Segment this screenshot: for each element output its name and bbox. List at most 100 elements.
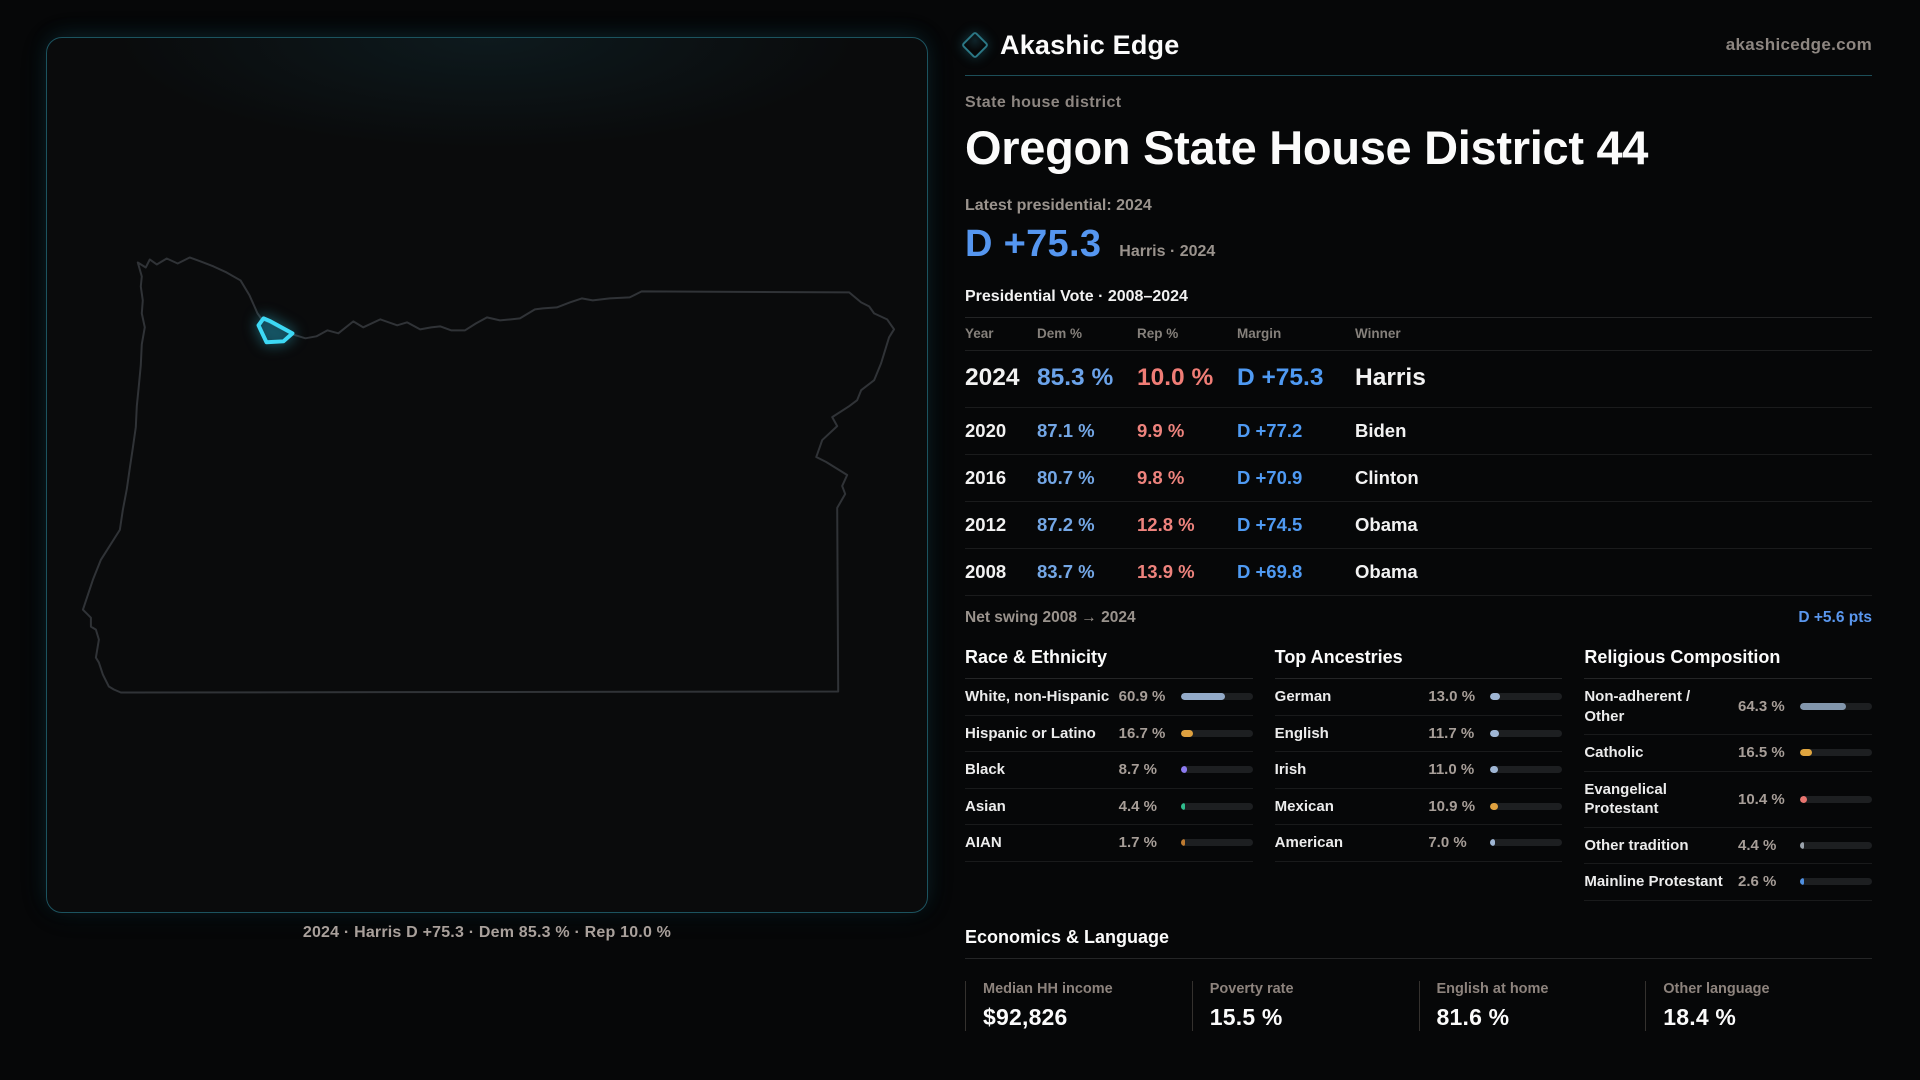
stat-label: Other language bbox=[1663, 980, 1770, 997]
demo-bar-fill bbox=[1180, 802, 1185, 810]
demo-row: Non-adherent / Other 64.3 % bbox=[1584, 679, 1872, 735]
demo-row: Evangelical Protestant 10.4 % bbox=[1584, 772, 1872, 828]
demo-bar-fill bbox=[1180, 766, 1187, 774]
demo-label: Catholic bbox=[1584, 744, 1644, 761]
demo-row: Catholic 16.5 % bbox=[1584, 735, 1872, 772]
demo-label: Hispanic or Latino bbox=[965, 724, 1096, 742]
stat-label: Median HH income bbox=[983, 980, 1113, 997]
demo-bar-track bbox=[1490, 693, 1563, 701]
stat-card: Median HH income $92,826 bbox=[965, 980, 1192, 1031]
demo-value: 4.4 % bbox=[1737, 836, 1777, 854]
demo-bar-fill bbox=[1490, 839, 1496, 847]
demo-value: 10.9 % bbox=[1428, 797, 1476, 815]
cell-year: 2016 bbox=[965, 467, 1007, 488]
brand-domain-link[interactable]: akashicedge.com bbox=[1725, 35, 1872, 54]
demo-bar-fill bbox=[1799, 795, 1808, 803]
demo-value: 10.4 % bbox=[1737, 790, 1785, 808]
demo-value: 11.0 % bbox=[1428, 761, 1475, 779]
page-title: Oregon State House District 44 bbox=[965, 121, 1649, 174]
cell-dem: 87.2 % bbox=[1037, 514, 1095, 535]
stat-label: Poverty rate bbox=[1209, 980, 1294, 997]
demo-bar-track bbox=[1490, 766, 1563, 774]
header: Akashic Edge akashicedge.com bbox=[960, 28, 1872, 62]
cell-margin: D +70.9 bbox=[1237, 467, 1303, 488]
demo-bar-fill bbox=[1180, 729, 1193, 737]
demo-value: 60.9 % bbox=[1118, 688, 1166, 706]
demo-bar-track bbox=[1799, 749, 1872, 757]
cell-dem: 83.7 % bbox=[1037, 561, 1095, 582]
brand-name: Akashic Edge bbox=[1000, 29, 1180, 60]
demo-row: American 7.0 % bbox=[1274, 825, 1563, 862]
table-top-divider bbox=[965, 317, 1872, 318]
stat-label: English at home bbox=[1436, 980, 1549, 997]
demo-label: Black bbox=[965, 761, 1006, 778]
map-caption: 2024 · Harris D +75.3 · Dem 85.3 % · Rep… bbox=[302, 924, 672, 941]
column-header: Winner bbox=[1355, 326, 1401, 341]
cell-rep: 12.8 % bbox=[1137, 514, 1195, 535]
demo-bar-fill bbox=[1180, 839, 1185, 847]
demo-label: Asian bbox=[965, 797, 1006, 815]
demo-bar-fill bbox=[1799, 703, 1847, 710]
cell-winner: Clinton bbox=[1355, 467, 1419, 488]
results-row-2024: 2024 85.3 % 10.0 % D +75.3 Harris bbox=[965, 351, 1872, 408]
demo-bar-track bbox=[1799, 841, 1872, 849]
demo-bar-fill bbox=[1799, 841, 1804, 849]
results-table-title: Presidential Vote · 2008–2024 bbox=[965, 288, 1188, 305]
demo-bar-track bbox=[1490, 839, 1563, 847]
net-swing-value: D +5.6 pts bbox=[1798, 609, 1872, 626]
net-swing-row: Net swing 2008 → 2024 D +5.6 pts bbox=[965, 609, 1872, 627]
demo-row: Hispanic or Latino 16.7 % bbox=[965, 716, 1253, 752]
demo-row: Other tradition 4.4 % bbox=[1584, 828, 1872, 864]
oregon-state-outline bbox=[81, 256, 896, 694]
header-divider bbox=[965, 75, 1872, 76]
demo-value: 7.0 % bbox=[1428, 834, 1467, 852]
demo-column-title: Race & Ethnicity bbox=[965, 647, 1253, 679]
column-header: Margin bbox=[1237, 326, 1282, 341]
demo-bar-track bbox=[1799, 795, 1872, 803]
demo-value: 16.5 % bbox=[1737, 744, 1785, 762]
demo-row: Mexican 10.9 % bbox=[1274, 789, 1563, 825]
demo-bar-track bbox=[1180, 839, 1253, 847]
stat-card: English at home 81.6 % bbox=[1418, 980, 1646, 1031]
demo-label: Irish bbox=[1274, 761, 1307, 778]
demo-label: Mainline Protestant bbox=[1584, 873, 1723, 890]
stat-value: 81.6 % bbox=[1436, 1003, 1510, 1030]
demo-label: White, non-Hispanic bbox=[965, 688, 1110, 705]
demo-label: English bbox=[1274, 724, 1329, 742]
demo-bar-track bbox=[1180, 766, 1253, 774]
demo-column-title: Religious Composition bbox=[1584, 647, 1872, 679]
demo-label: Other tradition bbox=[1584, 836, 1689, 854]
demo-row: Black 8.7 % bbox=[965, 752, 1253, 789]
demo-value: 2.6 % bbox=[1737, 873, 1777, 891]
results-table-body: 2024 85.3 % 10.0 % D +75.3 Harris 2020 87.1 % 9… bbox=[965, 351, 1872, 596]
results-row-2008: 2008 83.7 % 13.9 % D +69.8 Obama bbox=[965, 549, 1872, 596]
brand: Akashic Edge bbox=[960, 29, 1180, 61]
district-44-shape[interactable] bbox=[256, 316, 295, 345]
demo-bar-track bbox=[1799, 878, 1872, 886]
demo-row: English 11.7 % bbox=[1274, 716, 1563, 752]
cell-year: 2020 bbox=[965, 420, 1007, 441]
demo-label: Evangelical Protestant bbox=[1584, 780, 1667, 818]
demo-bar-track bbox=[1490, 802, 1563, 810]
demo-bar-fill bbox=[1799, 878, 1804, 886]
demo-value: 8.7 % bbox=[1118, 761, 1158, 779]
headline-margin-context: Harris · 2024 bbox=[1119, 243, 1216, 260]
demo-row: Asian 4.4 % bbox=[965, 789, 1253, 825]
cell-year: 2012 bbox=[965, 514, 1007, 535]
demo-row: German 13.0 % bbox=[1274, 679, 1563, 716]
cell-margin: D +69.8 bbox=[1237, 561, 1303, 582]
economics-stats-row: Median HH income $92,826 Poverty rate 15.5 … bbox=[965, 980, 1872, 1031]
latest-presidential-label: Latest presidential: 2024 bbox=[965, 197, 1152, 214]
demographic-columns: Race & Ethnicity White, non-Hispanic 60.9 … bbox=[965, 647, 1872, 901]
results-row-2016: 2016 80.7 % 9.8 % D +70.9 Clinton bbox=[965, 455, 1872, 502]
demo-value: 64.3 % bbox=[1737, 698, 1785, 715]
demo-column: Top Ancestries German 13.0 % English 11.7 % I… bbox=[1274, 647, 1563, 901]
cell-dem: 85.3 % bbox=[1037, 364, 1114, 391]
cell-margin: D +74.5 bbox=[1237, 514, 1303, 535]
demo-bar-track bbox=[1799, 703, 1872, 710]
results-row-2012: 2012 87.2 % 12.8 % D +74.5 Obama bbox=[965, 502, 1872, 549]
cell-winner: Obama bbox=[1355, 561, 1418, 582]
stat-value: 18.4 % bbox=[1663, 1003, 1737, 1030]
results-row-2020: 2020 87.1 % 9.9 % D +77.2 Biden bbox=[965, 408, 1872, 455]
district-type-label: State house district bbox=[965, 94, 1122, 111]
